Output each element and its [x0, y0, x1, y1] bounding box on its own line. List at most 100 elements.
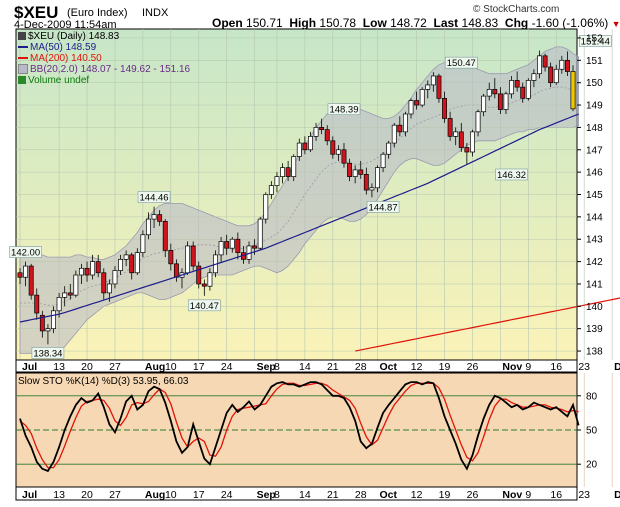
candle-body: [442, 97, 447, 119]
candle: [224, 234, 230, 255]
price-annotation: 144.46: [137, 191, 171, 204]
y-tick-label: 151: [586, 56, 603, 67]
x-tick-label: 21: [327, 361, 339, 373]
x-tick-label: 26: [467, 489, 479, 501]
candle-body: [196, 265, 202, 285]
x-tick-label: 20: [81, 489, 93, 501]
high-value: 150.78: [319, 16, 357, 30]
candle: [430, 72, 436, 92]
candle: [291, 154, 297, 182]
sto-d-line: [19, 382, 579, 469]
candle-body: [190, 245, 196, 267]
annotation-box: [366, 201, 400, 213]
annotation-label: 151.44: [581, 36, 610, 47]
candle: [570, 65, 576, 112]
x-tick-label: 26: [467, 361, 479, 373]
annotation-label: 148.39: [329, 105, 358, 116]
legend-bb: BB(20,2.0) 148.07 - 149.62 - 151.16: [30, 64, 191, 75]
legend-ma200: MA(200) 140.50: [30, 53, 102, 64]
price-annotation: 144.87: [366, 201, 400, 213]
x-tick-label: Jul: [22, 489, 37, 501]
candle: [313, 122, 319, 141]
x-tick-label: 16: [550, 361, 562, 373]
x-tick-label: 23: [578, 489, 590, 501]
x-tick-label: 10: [165, 361, 177, 373]
x-tick-label: 27: [109, 489, 121, 501]
stochastic-legend: Slow STO %K(14) %D(3) 53.95, 66.03: [18, 376, 188, 387]
candle: [509, 75, 515, 99]
candle: [112, 266, 118, 289]
candle: [185, 241, 191, 276]
candle: [341, 143, 347, 168]
candle-body: [78, 267, 84, 276]
annotation-box: [9, 246, 42, 258]
candle: [39, 310, 45, 338]
x-tick-label: 10: [165, 489, 177, 501]
candle-body: [347, 162, 353, 177]
y-tick-label: 152: [586, 33, 603, 44]
candle-body: [151, 214, 157, 220]
candle: [358, 160, 364, 179]
candle: [308, 131, 313, 153]
x-tick-label: 8: [274, 489, 280, 501]
candle: [447, 111, 453, 141]
candle: [497, 87, 503, 114]
last-value: 148.83: [461, 16, 499, 30]
candle-body: [101, 272, 107, 294]
candle-body: [324, 129, 330, 142]
candle-body: [458, 131, 464, 148]
candle-body: [408, 100, 414, 115]
candle: [486, 82, 492, 101]
candle: [475, 109, 481, 137]
candle: [363, 167, 369, 195]
candle: [386, 140, 392, 159]
candle-body: [380, 153, 386, 169]
candle: [408, 98, 414, 119]
x-tick-label: 9: [525, 489, 531, 501]
candle-body: [173, 263, 179, 278]
candle-body: [129, 254, 135, 274]
candle: [481, 93, 487, 117]
price-legend: $XEU (Daily) 148.83 MA(50) 148.59 MA(200…: [18, 31, 190, 86]
legend-stochastic: Slow STO %K(14) %D(3) 53.95, 66.03: [18, 376, 189, 387]
candle: [553, 64, 559, 85]
candle: [168, 243, 174, 271]
candle: [84, 261, 90, 282]
candle: [196, 261, 202, 289]
candle-body: [464, 147, 470, 153]
annotation-label: 150.47: [447, 58, 476, 69]
candle-body: [28, 265, 34, 296]
open-label: Open: [212, 16, 243, 30]
x-tick-label: 8: [274, 361, 280, 373]
candle-body: [274, 176, 280, 186]
down-arrow-icon: ▼: [611, 19, 620, 29]
annotation-label: 146.32: [497, 170, 526, 181]
y-tick-label: 148: [586, 123, 603, 134]
candle: [542, 53, 548, 72]
candle: [520, 82, 526, 103]
candle: [101, 268, 107, 300]
candle-body: [520, 86, 526, 99]
candle: [335, 145, 341, 161]
candle-body: [509, 80, 515, 95]
candle: [503, 91, 509, 114]
x-tick-label: 13: [53, 489, 65, 501]
y-tick-label: 140: [586, 302, 603, 313]
annotation-box: [444, 56, 478, 69]
candle: [151, 206, 157, 229]
candle: [436, 73, 442, 103]
candle: [531, 69, 537, 88]
candle-body: [486, 89, 492, 97]
y-tick-label: 143: [586, 235, 603, 246]
candle-body: [453, 131, 459, 137]
price-annotation: 151.44: [579, 35, 612, 47]
x-tick-label: 21: [327, 489, 339, 501]
candle-body: [369, 187, 375, 191]
x-tick-label: 24: [221, 361, 233, 373]
candle-body: [335, 149, 341, 155]
candle: [51, 306, 56, 334]
candle-body: [363, 174, 369, 191]
candle-body: [302, 142, 308, 151]
candle-body: [229, 238, 235, 249]
